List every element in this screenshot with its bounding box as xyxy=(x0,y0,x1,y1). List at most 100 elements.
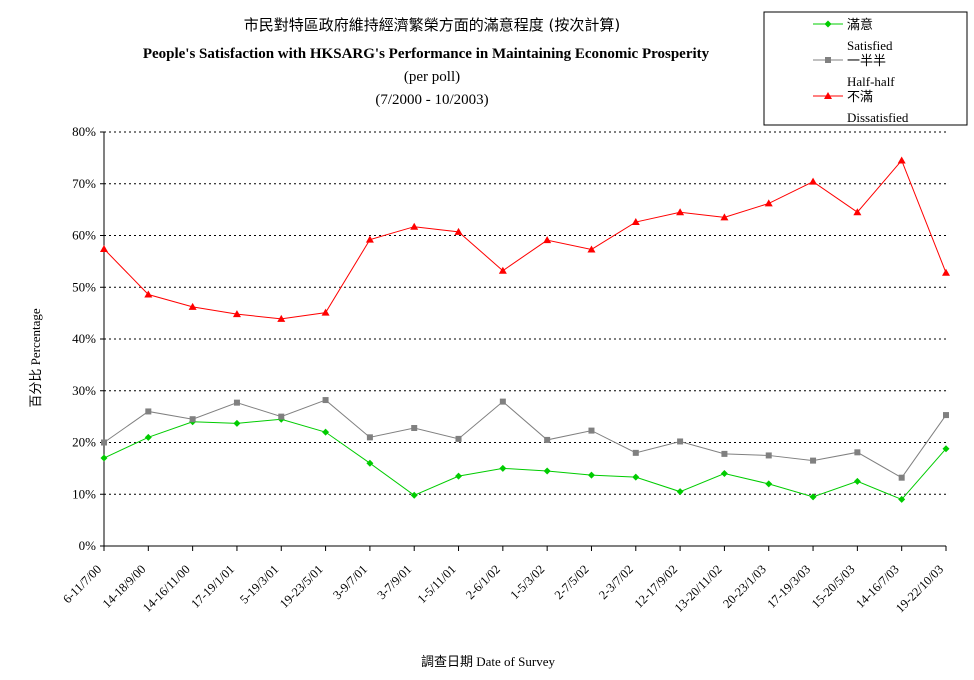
data-point-satisfied xyxy=(632,473,640,481)
data-point-satisfied xyxy=(144,433,152,441)
data-point-satisfied xyxy=(942,445,950,453)
data-point-half-half xyxy=(366,434,373,441)
data-point-half-half xyxy=(278,413,285,420)
legend-label-english: Half-half xyxy=(847,74,895,89)
legend-entry-satisfied: 滿意 Satisfied xyxy=(813,17,893,53)
data-point-half-half xyxy=(455,435,462,442)
data-point-dissatisfied xyxy=(365,235,374,243)
x-tick-label: 17-19/1/01 xyxy=(188,562,237,611)
legend-swatch-marker xyxy=(825,57,831,63)
data-point-dissatisfied xyxy=(410,222,419,230)
y-tick-label: 60% xyxy=(72,228,96,243)
legend-label-chinese: 一半半 xyxy=(847,53,886,68)
data-point-satisfied xyxy=(765,480,773,488)
y-tick-label: 10% xyxy=(72,486,96,501)
data-point-dissatisfied xyxy=(321,308,330,316)
y-axis-label: 百分比 Percentage xyxy=(28,308,43,408)
legend-swatch-marker xyxy=(824,20,832,28)
x-tick-label: 13-20/11/02 xyxy=(672,562,725,615)
x-tick-label: 6-11/7/00 xyxy=(60,562,104,606)
data-point-half-half xyxy=(898,474,905,481)
data-point-satisfied xyxy=(898,495,906,503)
data-point-half-half xyxy=(588,427,595,434)
series-line-dissatisfied xyxy=(103,159,947,320)
data-point-dissatisfied xyxy=(100,244,108,252)
x-tick-label: 17-19/3/03 xyxy=(764,562,813,611)
legend-box xyxy=(763,11,968,126)
series-line-half-half xyxy=(103,399,947,479)
x-tick-label: 5-19/3/01 xyxy=(237,562,281,606)
series-layer xyxy=(100,156,950,503)
chart-subtitle-per-poll: (per poll) xyxy=(404,69,460,85)
y-tick-label: 70% xyxy=(72,176,96,191)
data-point-dissatisfied xyxy=(631,218,640,226)
y-tick-label: 20% xyxy=(72,435,96,450)
data-point-half-half xyxy=(544,436,551,443)
chart-title-chinese: 市民對特區政府維持經濟繁榮方面的滿意程度 (按次計算) xyxy=(244,16,620,34)
data-point-half-half xyxy=(322,397,329,404)
x-tick-label: 19-23/5/01 xyxy=(277,562,326,611)
data-point-satisfied xyxy=(853,477,861,485)
chart-title-english: People's Satisfaction with HKSARG's Perf… xyxy=(143,46,710,62)
legend-swatch-marker xyxy=(824,92,832,99)
data-point-half-half xyxy=(411,425,418,432)
x-tick-label: 2-6/1/02 xyxy=(463,562,503,602)
data-point-satisfied xyxy=(676,488,684,496)
x-tick-label: 15-20/5/03 xyxy=(809,562,858,611)
data-point-dissatisfied xyxy=(720,213,729,221)
data-point-dissatisfied xyxy=(543,236,552,244)
x-axis-label: 調查日期 Date of Survey xyxy=(421,654,555,669)
data-point-satisfied xyxy=(455,472,463,480)
x-tick-label: 20-23/1/03 xyxy=(720,562,769,611)
data-point-dissatisfied xyxy=(853,208,862,216)
data-point-half-half xyxy=(233,399,240,406)
series-half-half xyxy=(101,397,949,481)
data-point-half-half xyxy=(145,408,152,415)
gridlines xyxy=(104,131,946,495)
y-tick-label: 0% xyxy=(79,538,97,553)
data-point-half-half xyxy=(101,439,107,446)
legend-label-english: Dissatisfied xyxy=(847,110,909,125)
chart-subtitle-date-range: (7/2000 - 10/2003) xyxy=(375,92,488,108)
data-point-half-half xyxy=(854,449,861,456)
data-point-dissatisfied xyxy=(764,199,773,207)
chart-titles: 市民對特區政府維持經濟繁榮方面的滿意程度 (按次計算) People's Sat… xyxy=(143,16,710,108)
y-tick-label: 80% xyxy=(72,124,96,139)
data-point-satisfied xyxy=(233,419,241,427)
series-line-satisfied xyxy=(103,418,947,501)
legend-label-english: Satisfied xyxy=(847,38,893,53)
data-point-satisfied xyxy=(100,454,108,462)
data-point-satisfied xyxy=(809,493,817,501)
data-point-half-half xyxy=(810,457,817,464)
data-point-half-half xyxy=(765,452,772,459)
data-point-satisfied xyxy=(587,471,595,479)
data-point-half-half xyxy=(499,398,506,405)
legend-label-chinese: 不滿 xyxy=(847,89,873,104)
x-tick-labels: 6-11/7/0014-18/9/0014-16/11/0017-19/1/01… xyxy=(60,546,947,615)
data-point-half-half xyxy=(721,450,728,457)
legend-entry-half-half: 一半半 Half-half xyxy=(813,53,895,89)
x-tick-label: 14-16/11/00 xyxy=(140,562,193,615)
data-point-dissatisfied xyxy=(232,310,241,318)
data-point-satisfied xyxy=(543,467,551,475)
x-tick-label: 1-5/3/02 xyxy=(507,562,547,602)
data-point-satisfied xyxy=(410,491,418,499)
legend-label-chinese: 滿意 xyxy=(847,17,873,32)
x-tick-label: 1-5/11/01 xyxy=(415,562,459,606)
data-point-dissatisfied xyxy=(809,177,818,185)
data-point-dissatisfied xyxy=(277,314,286,322)
y-tick-label: 40% xyxy=(72,331,96,346)
x-tick-label: 19-22/10/03 xyxy=(893,562,946,615)
data-point-dissatisfied xyxy=(587,245,596,253)
data-point-half-half xyxy=(943,412,949,419)
data-point-dissatisfied xyxy=(942,268,950,276)
data-point-dissatisfied xyxy=(897,156,906,164)
legend-entry-dissatisfied: 不滿 Dissatisfied xyxy=(813,89,909,125)
x-tick-label: 3-9/7/01 xyxy=(330,562,370,602)
x-tick-label: 2-3/7/02 xyxy=(596,562,636,602)
data-point-dissatisfied xyxy=(144,290,153,298)
data-point-half-half xyxy=(632,449,639,456)
x-tick-label: 3-7/9/01 xyxy=(374,562,414,602)
